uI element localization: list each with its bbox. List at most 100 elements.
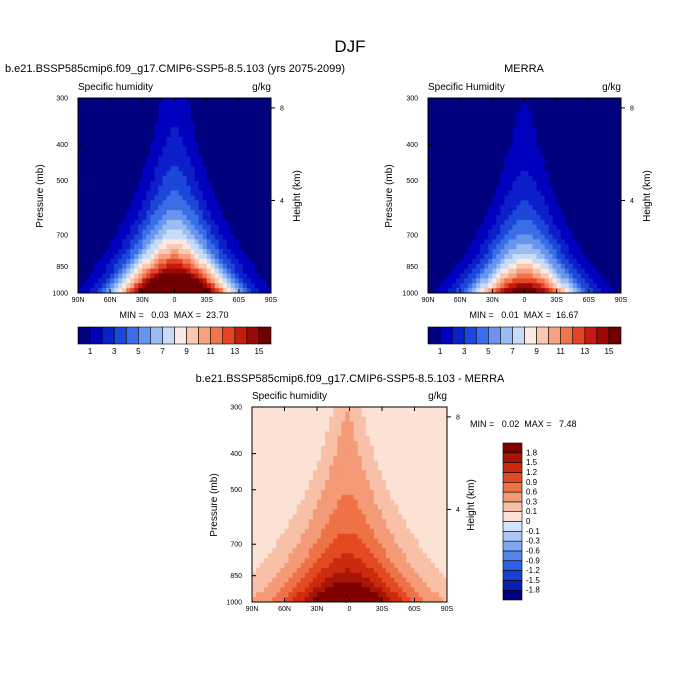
contour-cell — [110, 146, 115, 153]
contour-cell — [162, 239, 168, 245]
contour-cell — [222, 258, 228, 265]
contour-cell — [226, 156, 232, 162]
contour-cell — [312, 455, 318, 462]
contour-cell — [138, 254, 143, 260]
contour-cell — [426, 431, 432, 437]
contour-cell — [138, 229, 143, 236]
colorbar-swatch — [210, 326, 224, 345]
contour-cell — [254, 263, 260, 270]
contour-cell — [402, 475, 407, 481]
contour-cell — [382, 455, 387, 462]
contour-cell — [410, 475, 416, 481]
contour-cell — [386, 450, 391, 457]
contour-cell — [174, 244, 180, 250]
contour-cell — [254, 278, 260, 284]
contour-cell — [284, 455, 290, 462]
contour-cell — [576, 254, 582, 260]
contour-cell — [250, 278, 256, 284]
contour-cell — [418, 465, 424, 471]
contour-cell — [126, 122, 131, 128]
contour-cell — [150, 268, 155, 275]
contour-cell — [126, 239, 131, 245]
contour-cell — [210, 268, 216, 275]
contour-cell — [524, 263, 530, 270]
contour-cell — [500, 98, 505, 104]
contour-cell — [78, 229, 83, 236]
contour-cell — [262, 127, 268, 133]
contour-cell — [178, 273, 184, 279]
contour-cell — [202, 112, 208, 119]
contour-cell — [440, 141, 445, 148]
contour-cell — [106, 210, 111, 216]
contour-cell — [206, 278, 212, 284]
contour-cell — [520, 151, 526, 158]
contour-cell — [122, 107, 127, 114]
contour-cell — [464, 107, 469, 114]
contour-cell — [484, 258, 489, 265]
contour-cell — [592, 234, 598, 240]
contour-cell — [341, 416, 347, 423]
contour-cell — [337, 426, 342, 432]
contour-cell — [456, 98, 461, 104]
x-tick-label: 60S — [583, 297, 596, 304]
contour-cell — [246, 151, 252, 158]
contour-cell — [349, 450, 355, 457]
contour-cell — [508, 117, 514, 123]
contour-cell — [102, 258, 107, 265]
contour-cell — [94, 156, 99, 162]
contour-cell — [94, 180, 99, 187]
contour-cell — [390, 416, 395, 423]
contour-cell — [528, 185, 534, 192]
contour-cell — [456, 127, 461, 133]
contour-cell — [174, 258, 180, 265]
contour-cell — [596, 278, 602, 284]
contour-cell — [428, 258, 433, 265]
contour-cell — [580, 141, 586, 148]
y-tick-label: 400 — [406, 142, 418, 149]
contour-cell — [206, 107, 212, 114]
contour-cell — [357, 426, 363, 432]
contour-cell — [138, 239, 143, 245]
contour-cell — [114, 102, 119, 109]
contour-cell — [604, 98, 610, 104]
contour-cell — [114, 258, 119, 265]
contour-cell — [480, 234, 485, 240]
contour-cell — [230, 254, 236, 260]
contour-cell — [110, 288, 115, 293]
contour-cell — [230, 249, 236, 255]
contour-cell — [596, 283, 602, 289]
contour-cell — [580, 249, 586, 255]
contour-cell — [254, 229, 260, 236]
contour-cell — [532, 229, 538, 236]
contour-cell — [528, 98, 534, 104]
contour-cell — [536, 205, 542, 211]
contour-cell — [512, 258, 518, 265]
contour-cell — [508, 224, 514, 231]
contour-cell — [198, 263, 204, 270]
contour-cell — [402, 431, 407, 437]
contour-cell — [206, 112, 212, 119]
contour-cell — [512, 219, 518, 226]
contour-cell — [246, 122, 252, 128]
contour-cell — [186, 127, 192, 133]
contour-cell — [186, 156, 192, 162]
contour-cell — [604, 273, 610, 279]
contour-cell — [402, 436, 407, 442]
contour-cell — [194, 249, 200, 255]
contour-cell — [154, 249, 160, 255]
contour-cell — [452, 117, 457, 123]
contour-cell — [402, 494, 407, 501]
contour-cell — [438, 431, 444, 437]
contour-cell — [276, 441, 282, 447]
contour-cell — [468, 195, 473, 201]
contour-cell — [504, 268, 510, 275]
contour-cell — [596, 190, 602, 197]
contour-cell — [162, 200, 168, 206]
contour-cell — [452, 185, 457, 192]
contour-cell — [166, 283, 172, 289]
contour-cell — [134, 215, 139, 221]
contour-cell — [588, 249, 594, 255]
contour-cell — [464, 146, 469, 153]
contour-cell — [90, 117, 95, 123]
contour-cell — [508, 210, 514, 216]
